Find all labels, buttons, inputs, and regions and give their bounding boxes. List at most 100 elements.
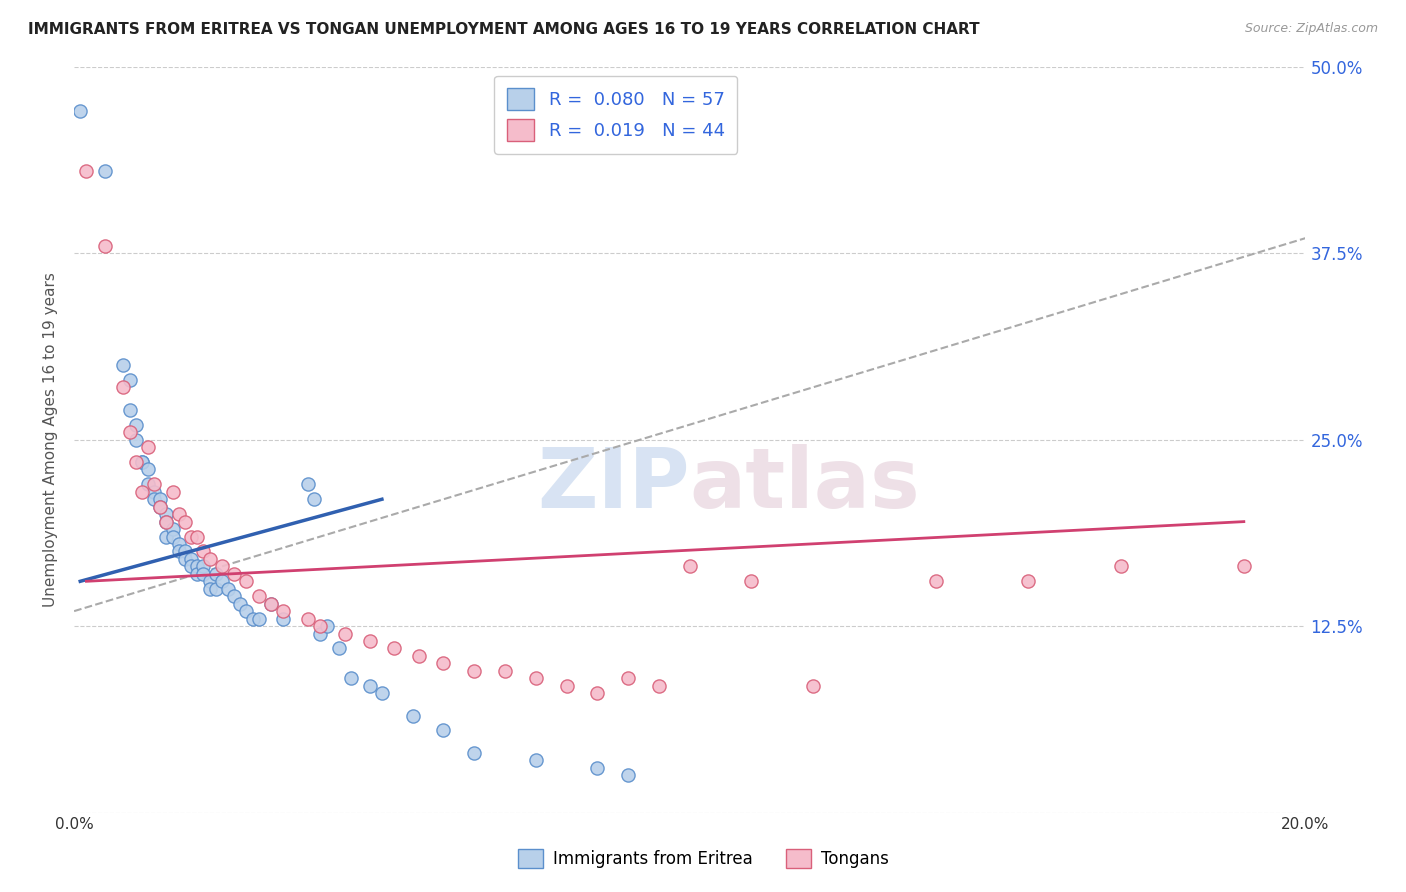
Point [193,566,215,581]
Point [186,559,208,574]
Point [94,238,117,252]
Point [309,626,332,640]
Point [224,566,246,581]
Point [242,611,264,625]
Point [155,515,177,529]
Point [149,500,172,514]
Point [211,574,233,589]
Point [131,455,153,469]
Point [143,477,166,491]
Legend: R =  0.080   N = 57, R =  0.019   N = 44: R = 0.080 N = 57, R = 0.019 N = 44 [495,76,737,154]
Point [174,515,197,529]
Point [740,574,762,589]
Point [69,104,91,119]
Point [297,611,319,625]
Point [333,626,356,640]
Y-axis label: Unemployment Among Ages 16 to 19 years: Unemployment Among Ages 16 to 19 years [44,272,58,607]
Point [229,597,252,611]
Point [586,686,609,700]
Text: ZIP: ZIP [537,444,690,524]
Point [136,477,159,491]
Point [118,425,141,439]
Point [124,455,146,469]
Point [180,552,202,566]
Text: atlas: atlas [690,444,921,524]
Point [75,164,97,178]
Point [382,641,405,656]
Point [124,417,146,432]
Point [302,492,325,507]
Point [118,373,141,387]
Point [247,611,270,625]
Point [260,597,283,611]
Point [359,634,381,648]
Point [315,619,337,633]
Point [494,664,516,678]
Point [648,679,671,693]
Point [204,566,226,581]
Point [162,484,184,499]
Point [235,574,257,589]
Point [432,657,454,671]
Point [155,530,177,544]
Point [586,761,609,775]
Point [463,664,485,678]
Point [118,402,141,417]
Point [155,507,177,521]
Point [167,537,190,551]
Point [131,455,153,469]
Point [149,500,172,514]
Point [524,671,547,685]
Point [1233,559,1256,574]
Point [309,619,332,633]
Point [198,552,221,566]
Point [402,708,425,723]
Point [432,723,454,738]
Point [149,492,172,507]
Point [198,582,221,596]
Point [359,679,381,693]
Point [925,574,948,589]
Point [273,604,295,618]
Point [297,477,319,491]
Point [1017,574,1039,589]
Point [679,559,702,574]
Point [204,582,226,596]
Point [224,589,246,603]
Point [167,544,190,558]
Point [193,559,215,574]
Point [463,746,485,760]
Point [198,574,221,589]
Point [340,671,363,685]
Point [136,440,159,454]
Point [617,768,640,782]
Point [180,530,202,544]
Point [162,530,184,544]
Point [162,522,184,536]
Point [217,582,239,596]
Point [136,462,159,476]
Legend: Immigrants from Eritrea, Tongans: Immigrants from Eritrea, Tongans [510,843,896,875]
Point [371,686,394,700]
Point [524,753,547,767]
Point [143,492,166,507]
Point [211,559,233,574]
Point [260,597,283,611]
Point [131,484,153,499]
Point [112,380,135,394]
Point [174,544,197,558]
Point [247,589,270,603]
Text: IMMIGRANTS FROM ERITREA VS TONGAN UNEMPLOYMENT AMONG AGES 16 TO 19 YEARS CORRELA: IMMIGRANTS FROM ERITREA VS TONGAN UNEMPL… [28,22,980,37]
Text: Source: ZipAtlas.com: Source: ZipAtlas.com [1244,22,1378,36]
Point [155,515,177,529]
Point [555,679,578,693]
Point [273,611,295,625]
Point [124,433,146,447]
Point [408,648,430,663]
Point [180,559,202,574]
Point [174,552,197,566]
Point [801,679,824,693]
Point [1109,559,1132,574]
Point [235,604,257,618]
Point [617,671,640,685]
